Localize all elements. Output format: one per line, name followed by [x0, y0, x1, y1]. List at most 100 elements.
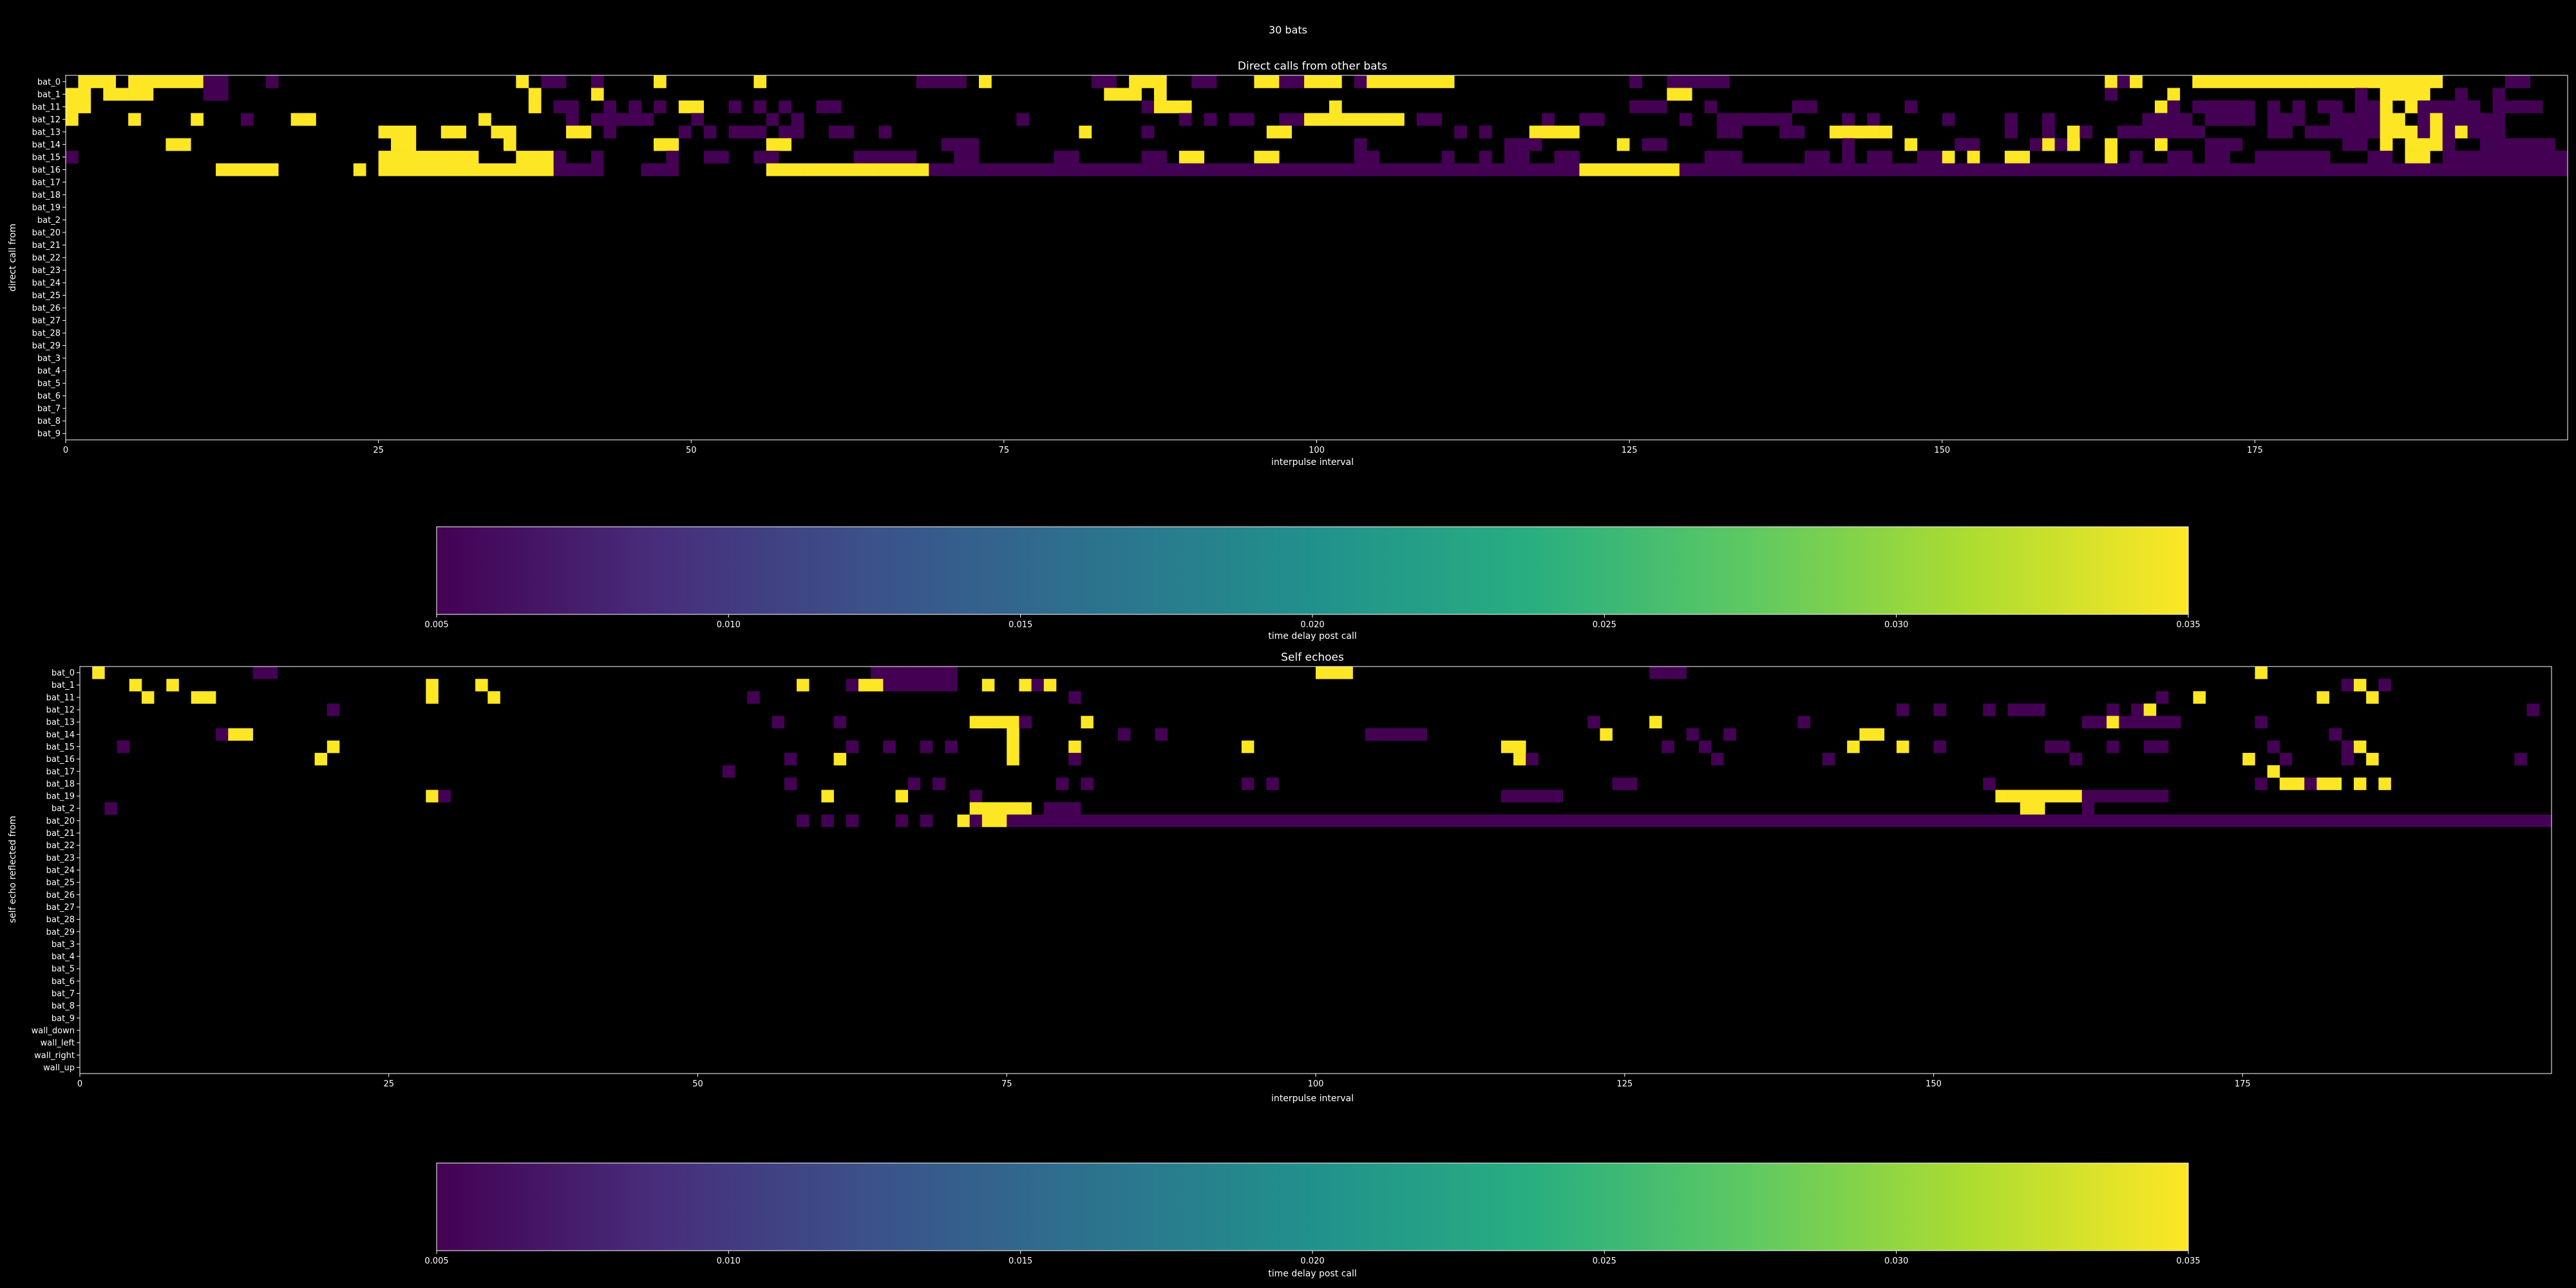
heatmap-cell: [453, 163, 466, 176]
x-tick-label: 150: [1926, 1079, 1942, 1089]
heatmap-cell: [1068, 753, 1081, 766]
heatmap-cell: [1028, 163, 1042, 176]
heatmap-cell: [2367, 100, 2380, 113]
heatmap-cell: [1153, 151, 1167, 164]
heatmap-cell: [929, 163, 942, 176]
heatmap-cell: [2280, 75, 2293, 88]
heatmap-cell: [2143, 814, 2157, 828]
heatmap-cell: [1241, 113, 1255, 126]
x-tick-label: 50: [692, 1079, 703, 1089]
heatmap-cell: [491, 163, 504, 176]
heatmap-cell: [1129, 75, 1142, 88]
heatmap-cell: [2094, 814, 2107, 828]
heatmap-cell: [2367, 151, 2380, 164]
heatmap-cell: [2417, 163, 2430, 176]
heatmap-cell: [1542, 113, 1555, 126]
heatmap-cell: [440, 126, 454, 138]
heatmap-cell: [2392, 75, 2405, 88]
heatmap-cell: [240, 728, 253, 741]
heatmap-cell: [503, 126, 516, 138]
x-tick-label: 175: [2235, 1079, 2251, 1089]
heatmap-cell: [1093, 814, 1106, 828]
heatmap-cell: [1933, 740, 1946, 753]
heatmap-cell: [1542, 126, 1555, 138]
heatmap-cell: [2380, 75, 2393, 88]
heatmap-cell: [766, 138, 779, 151]
heatmap-cell: [1679, 75, 1692, 88]
heatmap-cell: [933, 777, 945, 790]
heatmap-cell: [653, 163, 667, 176]
heatmap-cell: [2204, 138, 2218, 151]
heatmap-cell: [1304, 75, 1317, 88]
heatmap-cell: [2192, 126, 2205, 138]
heatmap-cell: [1517, 163, 1530, 176]
heatmap-cell: [1266, 163, 1280, 176]
y-tick-label: bat_1: [37, 90, 61, 100]
heatmap-cell: [2067, 138, 2080, 151]
heatmap-cell: [2329, 814, 2342, 828]
y-tick-label: bat_16: [46, 755, 75, 764]
heatmap-cell: [2317, 126, 2331, 138]
heatmap-cell: [1654, 138, 1667, 151]
heatmap-cell: [2155, 790, 2169, 802]
heatmap-cell: [378, 126, 392, 138]
heatmap-cell: [766, 113, 779, 126]
heatmap-cell: [2329, 777, 2342, 790]
heatmap-cell: [2316, 777, 2329, 790]
heatmap-cell: [1942, 151, 1955, 164]
heatmap-cell: [1704, 100, 1718, 113]
heatmap-cell: [2530, 100, 2543, 113]
y-tick-label: bat_23: [46, 853, 75, 863]
y-tick-label: bat_2: [37, 216, 61, 225]
heatmap-cell: [797, 814, 810, 828]
heatmap-cell: [2341, 740, 2354, 753]
heatmap-cell: [2492, 88, 2506, 101]
heatmap-cell: [1867, 126, 1880, 138]
heatmap-cell: [941, 163, 954, 176]
heatmap-cell: [2430, 138, 2443, 151]
heatmap-cell: [2380, 113, 2393, 126]
heatmap-cell: [2353, 777, 2367, 790]
heatmap-cell: [2105, 75, 2118, 88]
heatmap-cell: [2069, 814, 2083, 828]
y-tick-label: bat_17: [46, 767, 75, 777]
colorbar-tick-label: 0.025: [1593, 1256, 1616, 1266]
heatmap-cell: [228, 728, 241, 741]
heatmap-cell: [1717, 113, 1730, 126]
heatmap-cells: [66, 75, 2568, 176]
heatmap-cell: [491, 126, 504, 138]
colorbar-tick-label: 0.020: [1300, 620, 1324, 630]
heatmap-cell: [2341, 679, 2354, 692]
heatmap-cell: [1717, 151, 1730, 164]
heatmap-cell: [2292, 777, 2305, 790]
heatmap-cell: [2280, 163, 2293, 176]
heatmap-cell: [1967, 138, 1980, 151]
heatmap-cell: [1717, 75, 1730, 88]
heatmap-cell: [2342, 113, 2356, 126]
heatmap-cell: [2415, 814, 2429, 828]
heatmap-cell: [1241, 814, 1255, 828]
heatmap-cell: [2392, 126, 2405, 138]
heatmap-cell: [1967, 163, 1980, 176]
heatmap-cell: [2204, 151, 2218, 164]
heatmap-cell: [129, 679, 142, 692]
heatmap-cell: [1829, 163, 1842, 176]
heatmap-cell: [2267, 113, 2280, 126]
y-tick-label: bat_5: [37, 379, 61, 389]
heatmap-cell: [2442, 163, 2456, 176]
heatmap-cell: [2305, 75, 2318, 88]
heatmap-cell: [1600, 814, 1613, 828]
heatmap-cell: [1501, 790, 1514, 802]
heatmap-cell: [728, 126, 742, 138]
heatmap-cell: [203, 691, 216, 704]
heatmap-cell: [2143, 715, 2157, 729]
heatmap-cell: [2417, 75, 2430, 88]
heatmap-cell: [2353, 740, 2367, 753]
heatmap-cell: [2329, 75, 2343, 88]
y-tick-label: bat_24: [46, 866, 75, 876]
y-tick-label: bat_25: [46, 878, 75, 888]
heatmap-cell: [2392, 163, 2405, 176]
heatmap-cell: [2142, 163, 2155, 176]
heatmap-cell: [2505, 75, 2518, 88]
heatmap-cell: [1867, 151, 1880, 164]
